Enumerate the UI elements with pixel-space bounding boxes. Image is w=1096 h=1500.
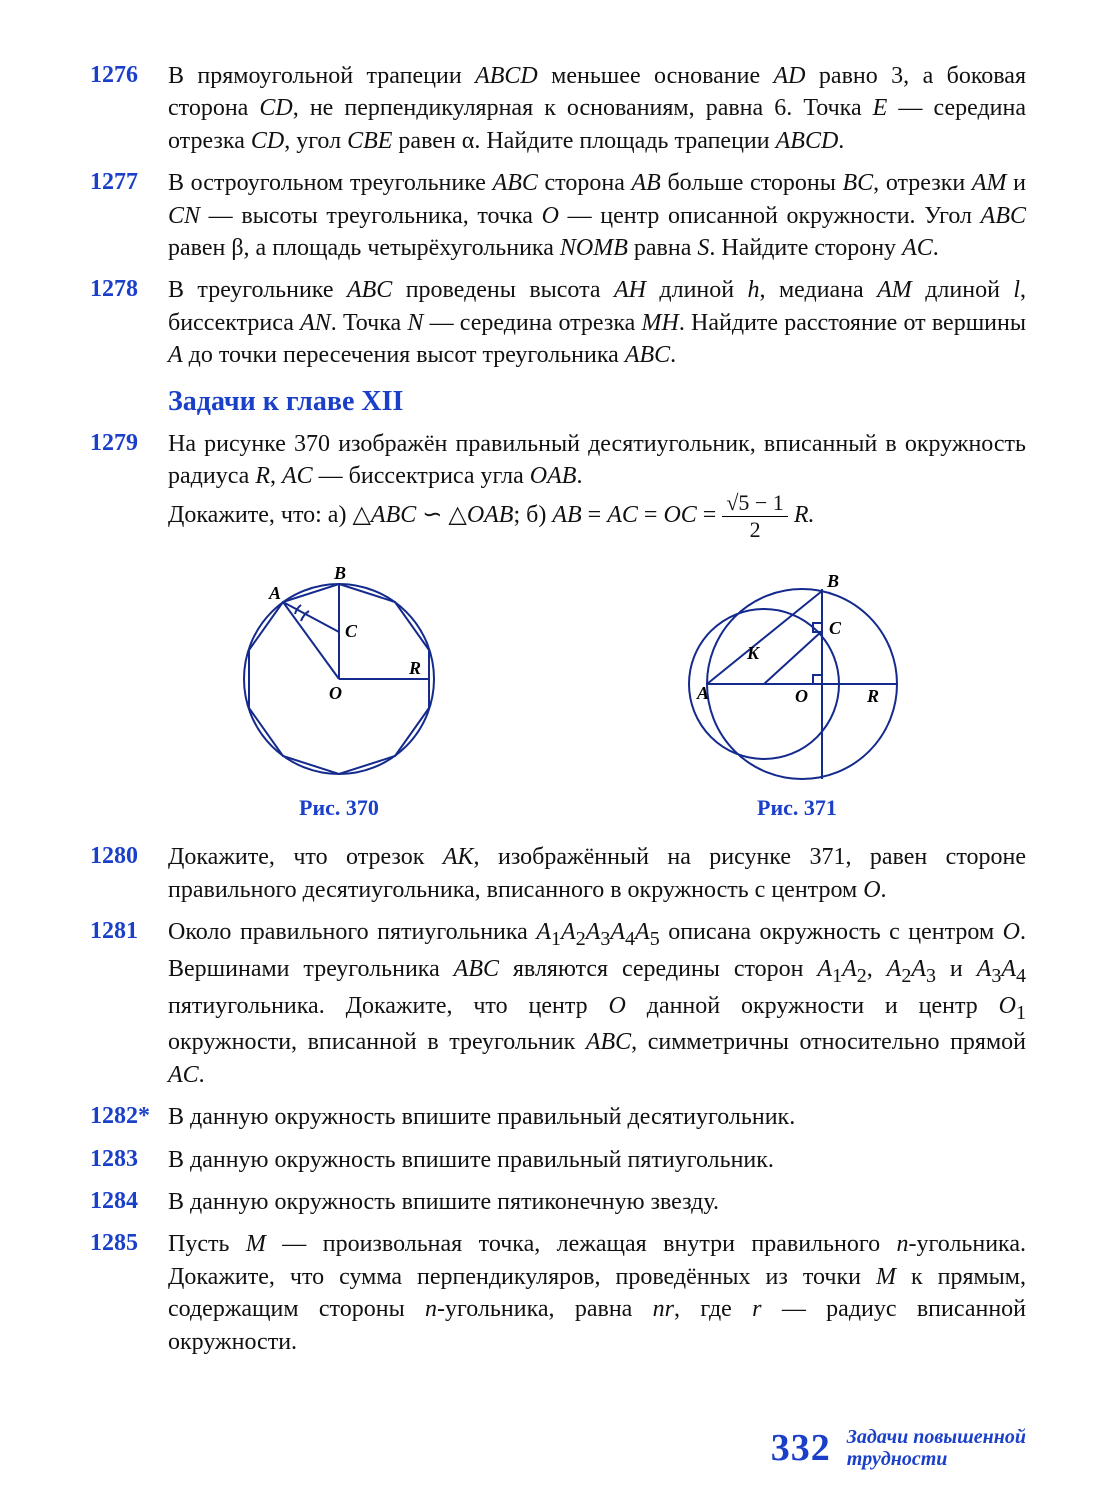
problem-text: В треугольнике ABC проведены высота AH д… — [168, 274, 1026, 371]
problems-block-top: 1276В прямоугольной трапеции ABCD меньше… — [90, 60, 1026, 372]
problem-text: В данную окружность впишите пятиконечную… — [168, 1186, 1026, 1218]
svg-text:K: K — [746, 643, 761, 663]
problem: 1278В треугольнике ABC проведены высота … — [90, 274, 1026, 371]
figure-370: A B C O R Рис. 370 — [209, 559, 469, 821]
figures-row: A B C O R Рис. 370 A — [110, 559, 1026, 821]
footer-note: Задачи повышеннойтрудности — [847, 1426, 1026, 1470]
section-title: Задачи к главе XII — [168, 386, 1026, 418]
problem: 1284В данную окружность впишите пятиконе… — [90, 1186, 1026, 1218]
page-number: 332 — [771, 1426, 831, 1470]
page-footer: 332 Задачи повышеннойтрудности — [90, 1426, 1026, 1470]
figure-caption: Рис. 371 — [757, 795, 837, 821]
problem-number: 1280 — [90, 841, 168, 906]
problem-text: В данную окружность впишите правильный п… — [168, 1144, 1026, 1176]
figure-371: A B C K O R Рис. 371 — [667, 559, 927, 821]
problem: 1285Пусть M — произвольная точка, лежаща… — [90, 1228, 1026, 1358]
problem: 1283В данную окружность впишите правильн… — [90, 1144, 1026, 1176]
problems-block-bottom: 1280Докажите, что отрезок AK, изображённ… — [90, 841, 1026, 1358]
problem-number: 1281 — [90, 916, 168, 1091]
problem-text: Докажите, что отрезок AK, изображённый н… — [168, 841, 1026, 906]
circle-construction-svg: A B C K O R — [667, 559, 927, 789]
problem: 1280Докажите, что отрезок AK, изображённ… — [90, 841, 1026, 906]
problem: 1277В остроугольном треугольнике ABC сто… — [90, 167, 1026, 264]
problem: 1281Около правильного пятиугольника A1A2… — [90, 916, 1026, 1091]
problem-number: 1284 — [90, 1186, 168, 1218]
svg-text:C: C — [345, 621, 358, 641]
svg-text:O: O — [795, 686, 808, 706]
problem-text: В прямоугольной трапеции ABCD меньшее ос… — [168, 60, 1026, 157]
svg-text:C: C — [829, 618, 842, 638]
problem-number: 1282* — [90, 1101, 168, 1133]
textbook-page: 1276В прямоугольной трапеции ABCD меньше… — [0, 0, 1096, 1500]
svg-text:B: B — [333, 563, 346, 583]
problem-number: 1283 — [90, 1144, 168, 1176]
problem-text: В данную окружность впишите правильный д… — [168, 1101, 1026, 1133]
problem: 1282*В данную окружность впишите правиль… — [90, 1101, 1026, 1133]
svg-text:A: A — [268, 583, 281, 603]
svg-text:B: B — [826, 571, 839, 591]
problem: 1276В прямоугольной трапеции ABCD меньше… — [90, 60, 1026, 157]
svg-text:O: O — [329, 683, 342, 703]
problem-text: Около правильного пятиугольника A1A2A3A4… — [168, 916, 1026, 1091]
problem-1279: 1279 На рисунке 370 изображён правильный… — [90, 428, 1026, 542]
problem-number: 1279 — [90, 428, 168, 542]
problem-text: Пусть M — произвольная точка, лежащая вн… — [168, 1228, 1026, 1358]
problem-number: 1277 — [90, 167, 168, 264]
svg-text:R: R — [408, 658, 421, 678]
problem-number: 1278 — [90, 274, 168, 371]
svg-text:A: A — [696, 683, 709, 703]
figure-caption: Рис. 370 — [299, 795, 379, 821]
decagon-svg: A B C O R — [209, 559, 469, 789]
svg-text:R: R — [866, 686, 879, 706]
problem-number: 1285 — [90, 1228, 168, 1358]
problem-text: На рисунке 370 изображён правильный деся… — [168, 428, 1026, 542]
problem-text: В остроугольном треугольнике ABC сторона… — [168, 167, 1026, 264]
problem-number: 1276 — [90, 60, 168, 157]
